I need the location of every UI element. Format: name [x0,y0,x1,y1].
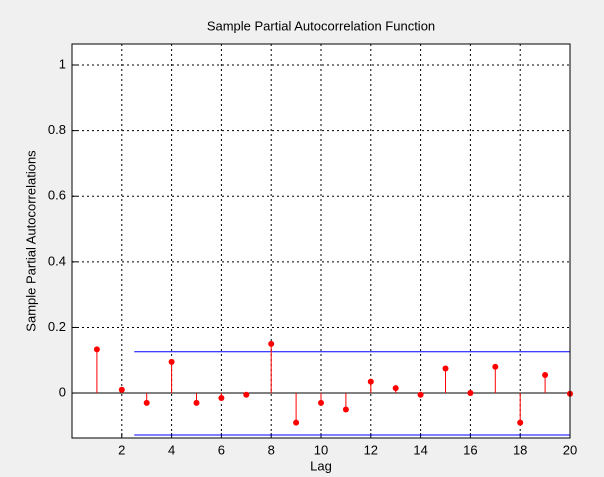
stem-marker [194,400,200,406]
stem-marker [318,400,324,406]
y-tick-label: 0.8 [48,122,66,137]
x-tick-label: 14 [413,442,427,457]
x-tick-label: 6 [218,442,225,457]
stem-marker [492,364,498,370]
stem-marker [293,420,299,426]
stem-marker [393,385,399,391]
x-tick-label: 10 [314,442,328,457]
y-tick-label: 0 [59,384,66,399]
stem-marker [144,400,150,406]
x-tick-label: 20 [563,442,577,457]
stem-marker [418,392,424,398]
stem-marker [343,406,349,412]
stem-marker [542,372,548,378]
stem-marker [169,359,175,365]
x-tick-label: 16 [463,442,477,457]
x-axis-label: Lag [310,458,332,473]
stem-marker [218,395,224,401]
stem-marker [268,341,274,347]
stem-marker [119,387,125,393]
y-tick-label: 0.6 [48,188,66,203]
y-tick-label: 0.4 [48,253,66,268]
y-axis-label: Sample Partial Autocorrelations [23,150,38,332]
x-tick-label: 8 [268,442,275,457]
chart: Sample Partial Autocorrelation Function … [0,0,604,477]
chart-title: Sample Partial Autocorrelation Function [207,18,435,33]
x-tick-label: 12 [364,442,378,457]
stem-marker [94,346,100,352]
y-tick-label: 1 [59,56,66,71]
y-tick-label: 0.2 [48,319,66,334]
stem-marker [368,379,374,385]
stem-marker [243,392,249,398]
page: Sample Partial Autocorrelation Function … [0,0,604,477]
stem-marker [467,390,473,396]
stem-marker [443,365,449,371]
stem-marker [517,420,523,426]
x-tick-label: 4 [168,442,175,457]
x-tick-label: 2 [118,442,125,457]
x-tick-label: 18 [513,442,527,457]
